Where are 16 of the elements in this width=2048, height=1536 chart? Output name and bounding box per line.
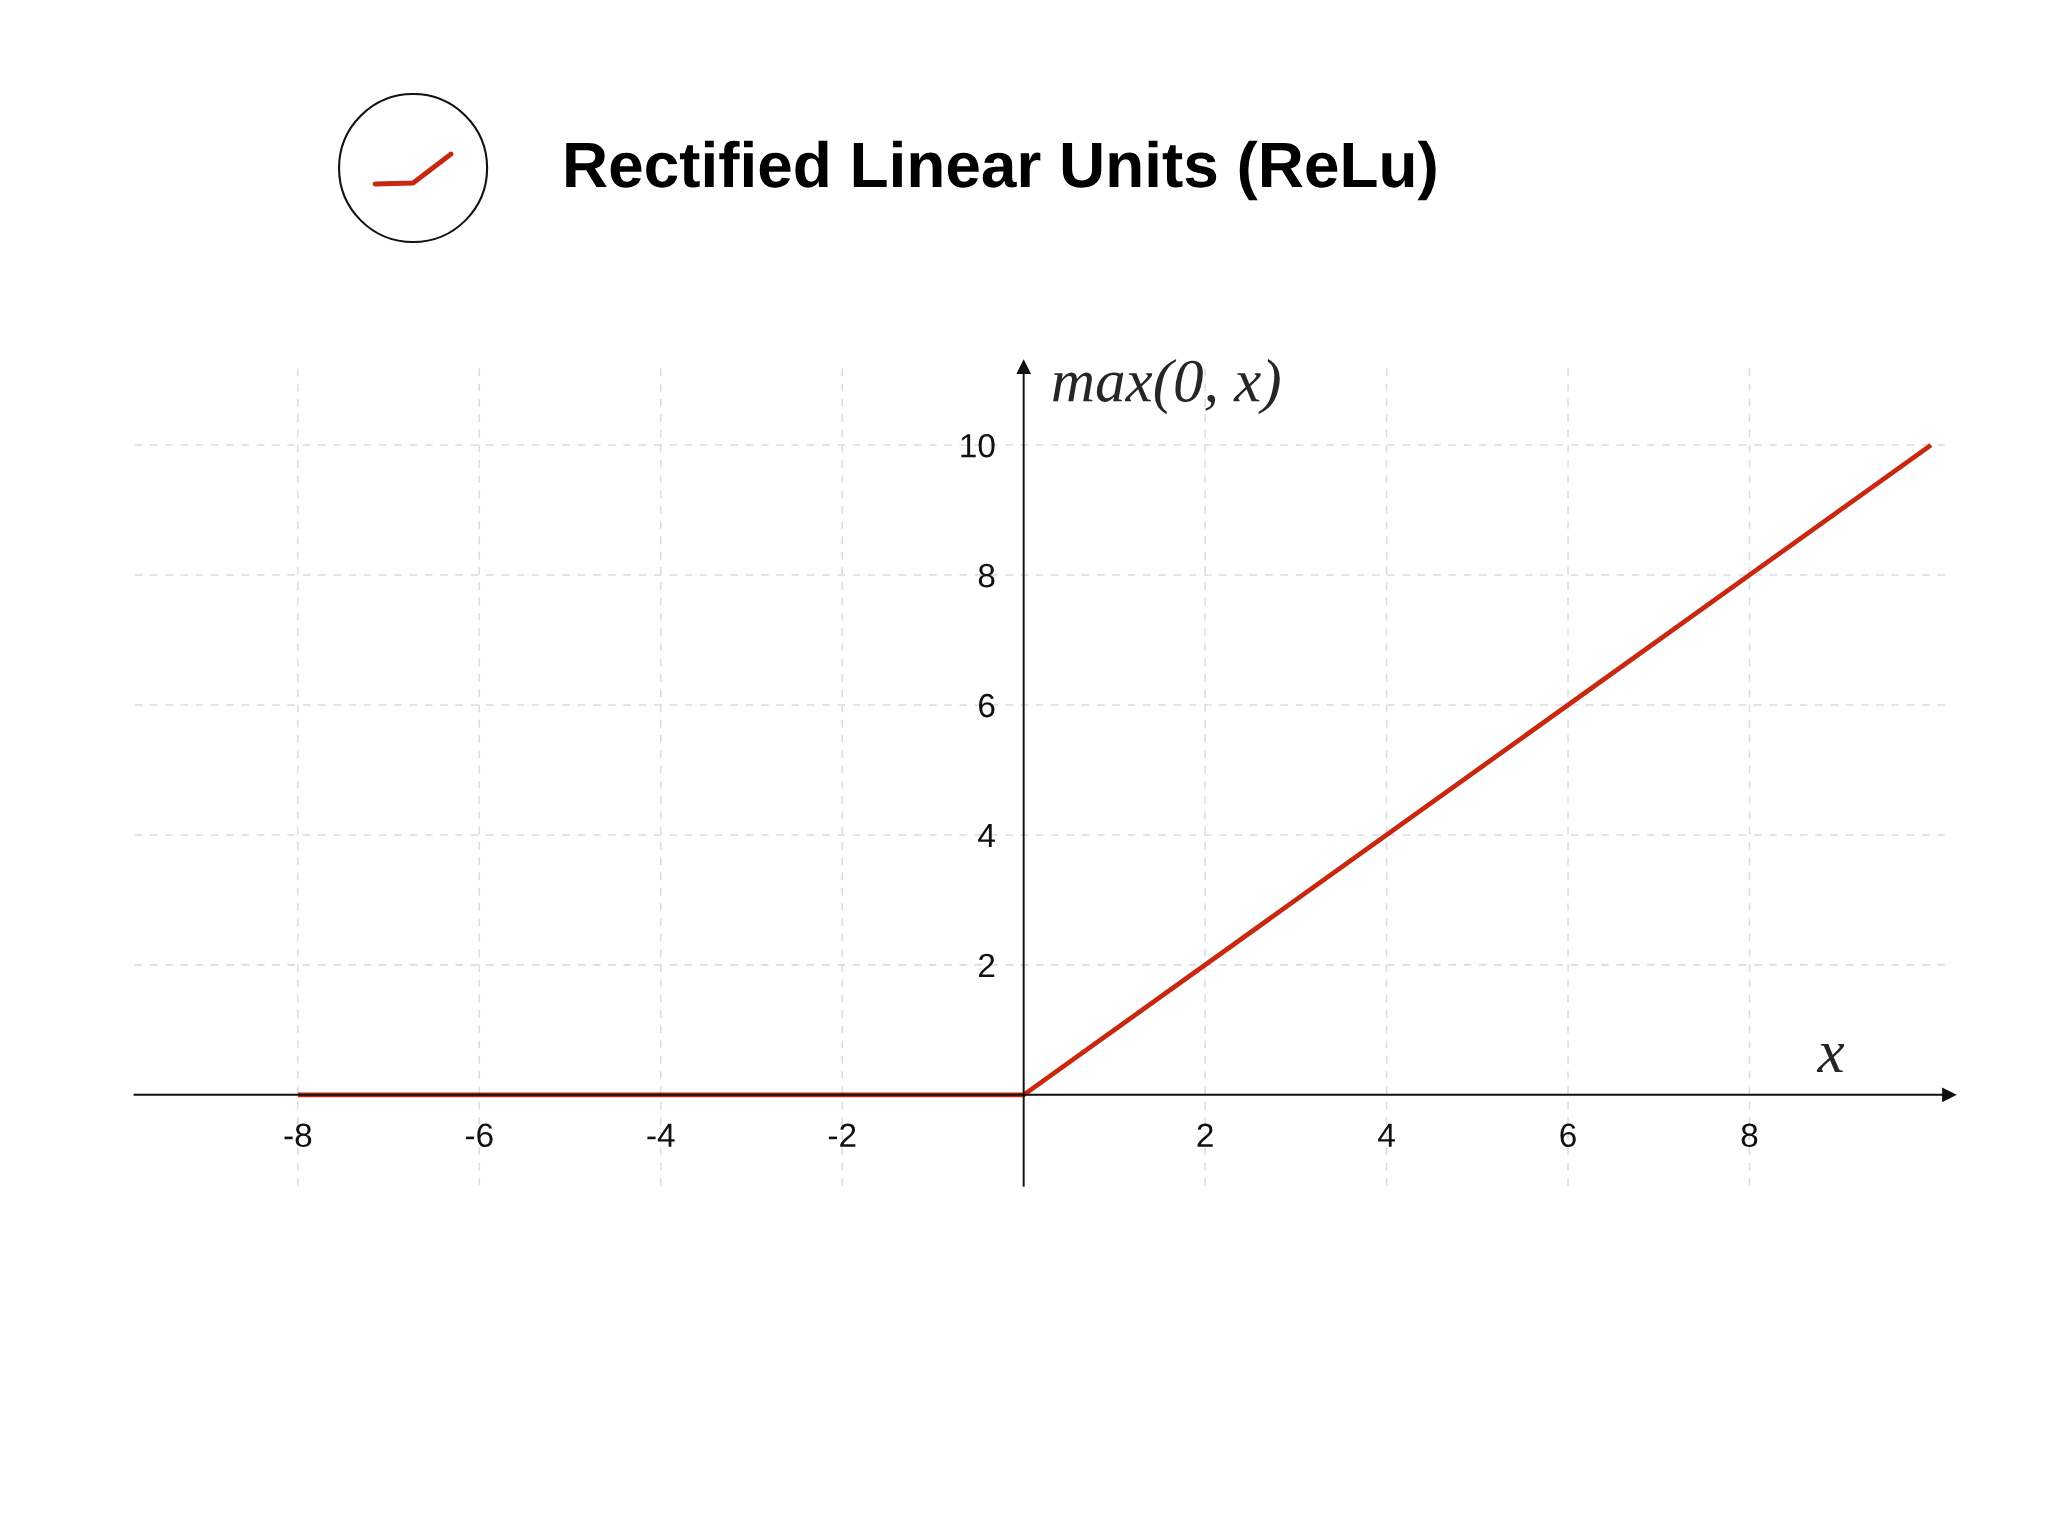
x-tick-label: 4 xyxy=(1378,1123,1395,1147)
x-tick-label: -2 xyxy=(828,1123,856,1147)
x-tick-label: 2 xyxy=(1197,1123,1213,1147)
x-tick-label: -4 xyxy=(647,1123,675,1147)
chart-title: Rectified Linear Units (ReLu) xyxy=(566,140,1436,201)
x-tick-label: 8 xyxy=(1741,1123,1758,1148)
y-axis-title: max(0, x) xyxy=(1053,358,1280,415)
y-tick-label: 8 xyxy=(978,563,995,588)
x-tick-label: -8 xyxy=(284,1123,312,1148)
x-tick-label: -6 xyxy=(465,1123,493,1148)
y-tick-label: 4 xyxy=(978,824,995,847)
y-tick-label: 6 xyxy=(979,693,995,718)
y-tick-label: 10 xyxy=(961,433,995,458)
y-tick-label: 2 xyxy=(979,953,995,977)
x-tick-label: 6 xyxy=(1560,1123,1576,1148)
x-axis-title: x xyxy=(1816,1044,1845,1073)
